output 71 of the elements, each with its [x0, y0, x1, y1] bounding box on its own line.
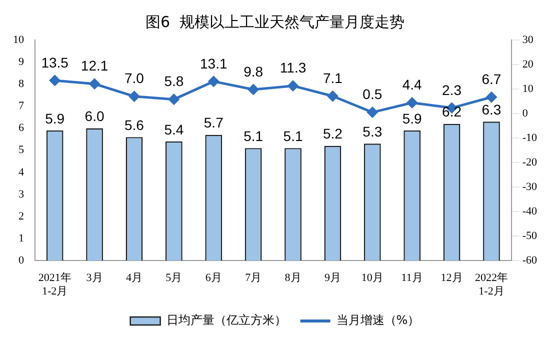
data-label: 9.8 — [244, 63, 264, 80]
y2-tick-label: -30 — [522, 180, 538, 193]
data-label: 5.1 — [244, 128, 264, 144]
data-label: 6.7 — [482, 70, 502, 87]
data-label: 5.1 — [283, 128, 303, 144]
data-label: 2.3 — [442, 82, 462, 98]
legend-label: 当月增速（%） — [336, 313, 420, 328]
data-label: 6.0 — [84, 108, 104, 124]
point — [288, 80, 298, 92]
y2-tick-label: -10 — [522, 132, 538, 144]
y-tick-label: 1 — [18, 232, 24, 244]
y2-tick-label: 0 — [522, 107, 528, 120]
point — [128, 91, 140, 102]
point — [89, 78, 100, 90]
point — [367, 107, 378, 118]
x-tick-label: 10月 — [361, 272, 384, 284]
x-tick-label: 8月 — [284, 272, 302, 284]
y-tick-label: 4 — [18, 166, 24, 178]
data-label: 5.4 — [164, 121, 184, 138]
point — [406, 98, 418, 108]
x-tick-label: 7月 — [245, 272, 262, 284]
x-tick-label: 5月 — [166, 272, 182, 284]
y-tick-label: 3 — [18, 188, 24, 200]
x-tick-label: 12月 — [440, 272, 463, 284]
x-tick-label: 6月 — [205, 272, 222, 284]
y2-tick-label: -40 — [522, 205, 538, 218]
y-tick-label: 2 — [18, 210, 24, 222]
x-tick-label: 4月 — [126, 272, 142, 284]
data-label: 5.9 — [402, 110, 422, 126]
chart-title: 图6 规模以上工业天然气产量月度走势 — [145, 12, 405, 31]
x-tick-label: 2021年 1-2月 — [38, 272, 72, 298]
data-label: 5.8 — [164, 73, 184, 90]
y2-tick-label: -50 — [522, 230, 538, 242]
y-tick-label: 6 — [18, 122, 24, 134]
y2-tick-label: 20 — [522, 58, 534, 70]
y-tick-label: 5 — [18, 144, 24, 156]
point — [50, 75, 60, 86]
y-tick-label: 9 — [18, 56, 24, 68]
y2-tick-label: 30 — [522, 34, 534, 46]
y-tick-label: 8 — [18, 78, 24, 90]
data-label: 11.3 — [280, 60, 306, 76]
data-label: 7.1 — [322, 70, 343, 86]
y-tick-label: 7 — [18, 100, 24, 112]
x-tick-label: 11月 — [401, 272, 423, 284]
data-label: 6.2 — [442, 104, 462, 120]
data-label: 6.3 — [482, 101, 502, 118]
x-tick-label: 2022年 1-2月 — [474, 272, 508, 298]
data-label: 4.4 — [402, 76, 422, 93]
y-tick-label: 0 — [18, 254, 24, 266]
point — [168, 94, 180, 105]
y-tick-label: 10 — [13, 34, 24, 46]
x-tick-label: 3月 — [86, 272, 103, 284]
point — [486, 92, 497, 102]
data-label: 5.7 — [204, 114, 224, 131]
y2-tick-label: 10 — [522, 82, 534, 95]
x-tick-label: 9月 — [324, 272, 341, 284]
legend-label: 日均产量（亿立方米） — [166, 313, 286, 328]
data-label: 0.5 — [362, 86, 382, 102]
y2-tick-label: -20 — [522, 156, 538, 168]
data-label: 5.3 — [362, 124, 382, 140]
data-label: 13.5 — [41, 54, 69, 70]
point — [248, 84, 259, 95]
point — [327, 90, 338, 102]
data-label: 13.1 — [200, 55, 228, 72]
data-label: 12.1 — [80, 58, 108, 74]
data-label: 7.0 — [124, 70, 144, 86]
point — [208, 76, 219, 87]
data-label: 5.6 — [124, 116, 144, 133]
data-label: 5.2 — [322, 126, 343, 142]
y2-tick-label: -60 — [522, 254, 538, 266]
data-label: 5.9 — [45, 110, 65, 126]
